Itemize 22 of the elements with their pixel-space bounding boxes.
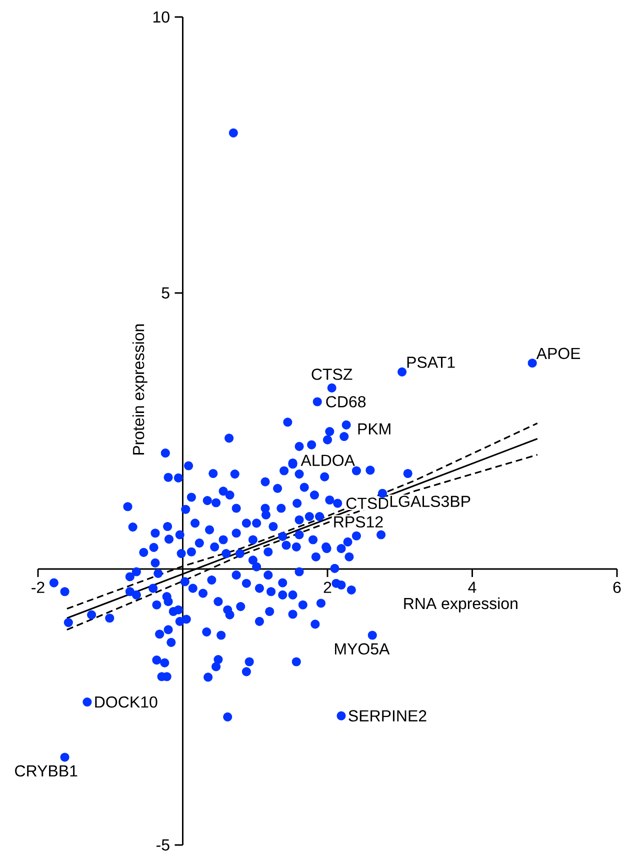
annotation: PSAT1 bbox=[407, 356, 455, 368]
annotation: CTSZ bbox=[312, 368, 352, 380]
y-tick-label: -5 bbox=[156, 839, 170, 851]
annotation: CRYBB1 bbox=[15, 765, 78, 777]
annotation: APOE bbox=[536, 348, 580, 360]
y-tick-label: 10 bbox=[153, 11, 170, 23]
annotation: CD68 bbox=[326, 396, 366, 408]
annotation: CTSD bbox=[346, 498, 388, 509]
x-tick-label: 2 bbox=[324, 582, 332, 593]
x-tick-label: 6 bbox=[613, 582, 621, 594]
y-tick-label: 5 bbox=[162, 287, 170, 299]
x-tick-label: 4 bbox=[468, 582, 476, 593]
annotation: LGALS3BP bbox=[390, 496, 470, 508]
annotation: PKM bbox=[358, 423, 390, 434]
annotation: SERPINE2 bbox=[348, 710, 426, 722]
annotation: DOCK10 bbox=[95, 696, 158, 708]
annotation: ALDOA bbox=[300, 454, 355, 466]
annotation: RPS12 bbox=[334, 516, 383, 528]
x-tick-label: -2 bbox=[32, 582, 44, 593]
y-axis-title: Protein expression bbox=[132, 324, 148, 455]
annotation: MYO5A bbox=[335, 643, 390, 655]
x-axis-title: RNA expression bbox=[404, 597, 518, 612]
